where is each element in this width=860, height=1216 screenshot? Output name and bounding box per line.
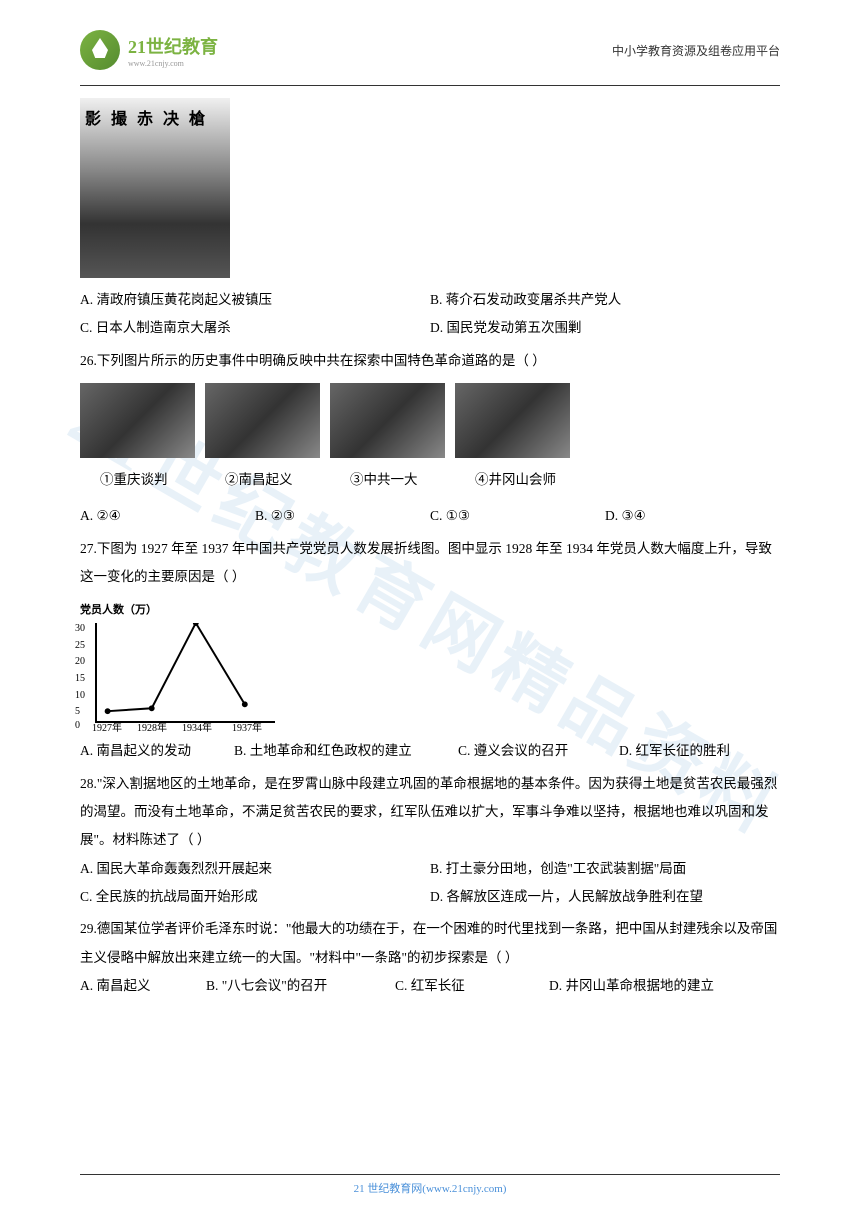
footer-text: 21 世纪教育网(www.21cnjy.com): [354, 1183, 507, 1195]
q25-image: [80, 98, 230, 278]
q26-label-4: ④井冈山会师: [455, 466, 570, 494]
q25-options-row1: A. 清政府镇压黄花岗起义被镇压 B. 蒋介石发动政变屠杀共产党人: [80, 286, 780, 314]
q27-chart-line: [97, 623, 275, 721]
q26-option-a: A. ②④: [80, 502, 255, 530]
q27-option-c: C. 遵义会议的召开: [458, 737, 619, 765]
q26-options: A. ②④ B. ②③ C. ①③ D. ③④: [80, 502, 780, 530]
logo-icon: [80, 30, 120, 70]
logo: 21世纪教育 www.21cnjy.com: [80, 30, 218, 70]
logo-sub-text: www.21cnjy.com: [128, 59, 218, 68]
q29-option-b: B. "八七会议"的召开: [206, 972, 395, 1000]
header-divider: [80, 85, 780, 86]
q25-option-c: C. 日本人制造南京大屠杀: [80, 314, 430, 342]
q28-option-c: C. 全民族的抗战局面开始形成: [80, 883, 430, 911]
page-footer: 21 世纪教育网(www.21cnjy.com): [0, 1174, 860, 1196]
q28-stem: 28."深入割据地区的土地革命，是在罗霄山脉中段建立巩固的革命根据地的基本条件。…: [80, 770, 780, 855]
logo-main-text: 21世纪教育: [128, 33, 218, 59]
q28-options-row2: C. 全民族的抗战局面开始形成 D. 各解放区连成一片，人民解放战争胜利在望: [80, 883, 780, 911]
q28-option-d: D. 各解放区连成一片，人民解放战争胜利在望: [430, 883, 780, 911]
q26-image-labels: ①重庆谈判 ②南昌起义 ③中共一大 ④井冈山会师: [80, 466, 780, 494]
q28-option-b: B. 打土豪分田地，创造"工农武装割据"局面: [430, 855, 780, 883]
q28-options-row1: A. 国民大革命轰轰烈烈开展起来 B. 打土豪分田地，创造"工农武装割据"局面: [80, 855, 780, 883]
q26-stem: 26.下列图片所示的历史事件中明确反映中共在探索中国特色革命道路的是（ ）: [80, 347, 780, 375]
q29-option-d: D. 井冈山革命根据地的建立: [549, 972, 780, 1000]
q27-option-d: D. 红军长征的胜利: [619, 737, 780, 765]
page-header: 21世纪教育 www.21cnjy.com 中小学教育资源及组卷应用平台: [80, 30, 780, 70]
xtick-1934: 1934年: [182, 718, 212, 739]
q27-options: A. 南昌起义的发动 B. 土地革命和红色政权的建立 C. 遵义会议的召开 D.…: [80, 737, 780, 765]
q26-image-2: [205, 383, 320, 458]
q26-image-row: [80, 383, 780, 458]
q25-option-a: A. 清政府镇压黄花岗起义被镇压: [80, 286, 430, 314]
q29-option-c: C. 红军长征: [395, 972, 549, 1000]
q27-chart-area: 30 25 20 15 10 5 0 1927年 1928年 1934年 193…: [95, 623, 275, 723]
footer-divider: [80, 1174, 780, 1175]
q29-stem: 29.德国某位学者评价毛泽东时说："他最大的功绩在于，在一个困难的时代里找到一条…: [80, 915, 780, 972]
q25-options-row2: C. 日本人制造南京大屠杀 D. 国民党发动第五次围剿: [80, 314, 780, 342]
q27-chart: 党员人数（万） 30 25 20 15 10 5 0 1927年 1928年 1…: [80, 599, 280, 729]
q27-option-b: B. 土地革命和红色政权的建立: [234, 737, 458, 765]
q27-chart-ylabel: 党员人数（万）: [80, 599, 280, 622]
content-area: A. 清政府镇压黄花岗起义被镇压 B. 蒋介石发动政变屠杀共产党人 C. 日本人…: [80, 98, 780, 1001]
q27-option-a: A. 南昌起义的发动: [80, 737, 234, 765]
xtick-1937: 1937年: [232, 718, 262, 739]
q28-option-a: A. 国民大革命轰轰烈烈开展起来: [80, 855, 430, 883]
q26-option-b: B. ②③: [255, 502, 430, 530]
header-platform-text: 中小学教育资源及组卷应用平台: [612, 42, 780, 59]
q26-image-1: [80, 383, 195, 458]
q26-label-2: ②南昌起义: [205, 466, 320, 494]
q25-option-d: D. 国民党发动第五次围剿: [430, 314, 780, 342]
xtick-1927: 1927年: [92, 718, 122, 739]
q26-option-d: D. ③④: [605, 502, 780, 530]
q26-image-4: [455, 383, 570, 458]
q26-label-1: ①重庆谈判: [80, 466, 195, 494]
q25-option-b: B. 蒋介石发动政变屠杀共产党人: [430, 286, 780, 314]
q29-option-a: A. 南昌起义: [80, 972, 206, 1000]
xtick-1928: 1928年: [137, 718, 167, 739]
q26-label-3: ③中共一大: [330, 466, 445, 494]
q27-stem: 27.下图为 1927 年至 1937 年中国共产党党员人数发展折线图。图中显示…: [80, 535, 780, 592]
ytick-0: 0: [75, 715, 80, 736]
q26-option-c: C. ①③: [430, 502, 605, 530]
q29-options: A. 南昌起义 B. "八七会议"的召开 C. 红军长征 D. 井冈山革命根据地…: [80, 972, 780, 1000]
q26-image-3: [330, 383, 445, 458]
